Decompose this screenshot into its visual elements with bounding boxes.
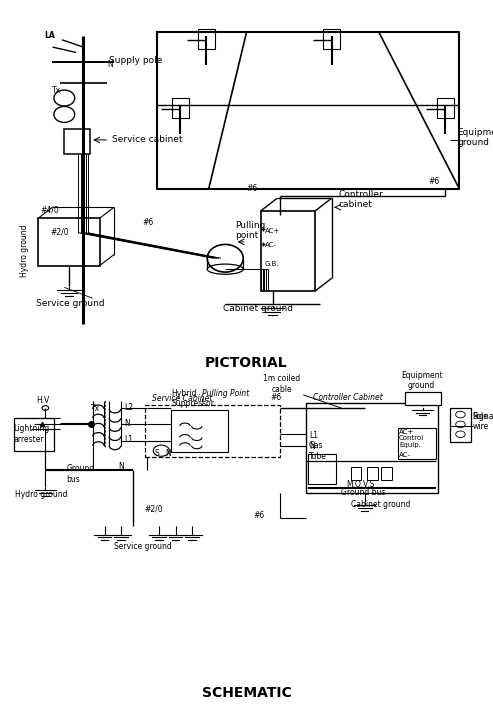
Text: Pulling Point: Pulling Point — [202, 389, 249, 398]
Text: Control
Equip.: Control Equip. — [399, 436, 424, 448]
FancyBboxPatch shape — [198, 29, 215, 49]
FancyBboxPatch shape — [261, 211, 315, 291]
Text: M.O.V.S: M.O.V.S — [346, 480, 374, 489]
Text: #2/0: #2/0 — [50, 228, 69, 236]
FancyBboxPatch shape — [450, 408, 471, 443]
Text: #6: #6 — [429, 176, 440, 186]
Text: N: N — [309, 442, 315, 451]
FancyBboxPatch shape — [437, 98, 454, 118]
Text: Equipment
ground: Equipment ground — [457, 128, 493, 147]
Text: Ground
bus: Ground bus — [67, 465, 95, 484]
Text: #6: #6 — [142, 218, 154, 228]
Text: Signal
wire: Signal wire — [473, 412, 493, 431]
FancyBboxPatch shape — [171, 410, 228, 453]
Text: L1: L1 — [309, 431, 318, 440]
Text: Service ground: Service ground — [36, 298, 105, 308]
FancyBboxPatch shape — [382, 467, 392, 481]
Text: S: S — [154, 448, 159, 458]
Text: Cabinet ground: Cabinet ground — [223, 304, 293, 313]
Text: N: N — [165, 448, 171, 458]
Text: #4/0: #4/0 — [40, 206, 59, 215]
FancyBboxPatch shape — [398, 428, 436, 459]
FancyBboxPatch shape — [323, 29, 340, 49]
Text: Hydro ground: Hydro ground — [20, 225, 29, 277]
Text: L2: L2 — [124, 403, 134, 412]
Text: Tx: Tx — [91, 404, 101, 413]
Text: Hybrid
Suppressor: Hybrid Suppressor — [172, 389, 215, 408]
FancyBboxPatch shape — [351, 467, 361, 481]
Text: #2/0: #2/0 — [145, 504, 163, 513]
Text: Controller
cabinet: Controller cabinet — [339, 190, 384, 209]
Text: Cabinet ground: Cabinet ground — [351, 500, 410, 508]
FancyBboxPatch shape — [405, 391, 441, 405]
Text: Ground bus: Ground bus — [341, 488, 386, 497]
Text: 1m coiled
cable: 1m coiled cable — [263, 374, 301, 393]
FancyBboxPatch shape — [172, 98, 189, 118]
Text: H.V: H.V — [36, 396, 49, 405]
Text: Tx: Tx — [52, 86, 62, 94]
Text: Supply pole: Supply pole — [109, 56, 163, 66]
Text: AC+: AC+ — [264, 228, 280, 233]
Text: Pulling
point: Pulling point — [235, 221, 265, 240]
Text: G.B.: G.B. — [264, 261, 279, 266]
Text: Pole: Pole — [473, 413, 489, 421]
Text: L1: L1 — [124, 436, 134, 445]
Text: Service ground: Service ground — [113, 542, 171, 551]
Text: Controller Cabinet: Controller Cabinet — [313, 393, 383, 402]
Text: PICTORIAL: PICTORIAL — [205, 356, 288, 371]
FancyBboxPatch shape — [64, 129, 90, 154]
Text: Gas
Tube: Gas Tube — [309, 441, 327, 461]
Text: #6: #6 — [253, 511, 265, 520]
Text: AC+: AC+ — [399, 429, 414, 436]
Text: N: N — [107, 60, 112, 69]
Text: Equipment
ground: Equipment ground — [401, 371, 442, 391]
FancyBboxPatch shape — [14, 418, 54, 451]
FancyBboxPatch shape — [145, 405, 280, 457]
Text: Lightning
arrester: Lightning arrester — [14, 424, 50, 444]
Text: LA: LA — [45, 31, 56, 40]
Text: SCHEMATIC: SCHEMATIC — [202, 686, 291, 700]
FancyBboxPatch shape — [367, 467, 378, 481]
Text: N: N — [119, 462, 124, 471]
Text: Hydro ground: Hydro ground — [15, 490, 67, 498]
Text: N: N — [124, 419, 130, 428]
FancyBboxPatch shape — [38, 218, 100, 266]
Text: Service Cabinet: Service Cabinet — [152, 394, 212, 403]
Text: #6: #6 — [246, 184, 258, 193]
FancyBboxPatch shape — [308, 454, 336, 483]
Text: Service cabinet: Service cabinet — [111, 135, 182, 144]
Text: AC-: AC- — [399, 452, 411, 458]
Text: #6: #6 — [270, 393, 282, 402]
FancyBboxPatch shape — [306, 403, 438, 493]
Text: AC-: AC- — [264, 242, 277, 248]
